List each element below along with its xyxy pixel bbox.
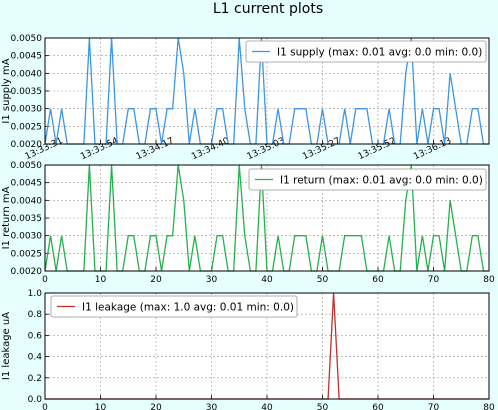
return-x-tick-label: 40 [261,275,273,285]
return-y-tick-label: 0.0025 [11,249,43,259]
leakage-x-tick-label: 50 [317,403,329,410]
return-y-tick-label: 0.0030 [11,232,43,242]
return-legend-label: I1 return (max: 0.01 avg: 0.0 min: 0.0) [280,175,483,187]
leakage-axes-frame [44,292,490,400]
leakage-x-tick-label: 60 [372,403,384,410]
return-axes-frame [44,164,490,272]
leakage-y-tick-label: 0.8 [28,310,43,320]
plot-return: 0.0020 0.0025 0.0030 0.0035 0.0040 0.0045 0.00… [1,161,495,285]
supply-legend-label: I1 supply (max: 0.01 avg: 0.0 min: 0.0) [277,47,482,59]
supply-axes-frame [44,37,490,145]
return-x-tick-label: 30 [206,275,218,285]
supply-y-axis-label: I1 supply mA [1,58,12,123]
leakage-x-tick-label: 30 [206,403,218,410]
leakage-y-axis-label: I1 leakage uA [1,312,12,380]
supply-y-tick-label: 0.0045 [11,52,43,62]
return-y-tick-label: 0.0045 [11,179,43,189]
plot-supply: 0.0020 0.0025 0.0030 0.0035 0.0040 0.0045 0.00… [1,34,490,162]
leakage-x-tick-label: 20 [150,403,162,410]
return-x-tick-label: 70 [428,275,440,285]
leakage-y-tick-label: 1.0 [28,289,43,299]
supply-y-tick-label: 0.0020 [11,140,43,150]
leakage-legend-box [50,295,298,318]
leakage-y-tick-label: 0.6 [28,331,43,341]
figure-title: L1 current plots [213,1,323,17]
leakage-y-tick-label: 0.0 [28,395,43,405]
supply-y-tick-label: 0.0025 [11,122,43,132]
leakage-x-tick-label: 80 [483,403,495,410]
leakage-x-tick-label: 70 [428,403,440,410]
return-y-tick-label: 0.0050 [11,161,43,171]
return-x-tick-label: 60 [372,275,384,285]
supply-y-tick-label: 0.0050 [11,34,43,44]
leakage-x-tick-label: 0 [42,403,48,410]
return-y-tick-label: 0.0020 [11,267,43,277]
supply-legend-box [245,40,487,63]
plot-leakage: 0.0 0.2 0.4 0.6 0.8 1.0 0 10 20 30 40 50 60 70 80 I1 le… [1,289,495,410]
supply-y-tick-label: 0.0040 [11,69,43,79]
supply-y-tick-label: 0.0030 [11,105,43,115]
return-y-axis-label: I1 return mA [1,186,12,249]
return-x-tick-label: 20 [150,275,162,285]
return-x-tick-label: 10 [95,275,107,285]
return-x-tick-label: 50 [317,275,329,285]
leakage-x-tick-label: 10 [95,403,107,410]
leakage-x-tick-label: 40 [261,403,273,410]
leakage-y-tick-label: 0.4 [28,353,43,363]
return-x-tick-label: 80 [483,275,495,285]
leakage-y-tick-label: 0.2 [28,374,42,384]
return-y-tick-label: 0.0035 [11,214,43,224]
leakage-legend-label: I1 leakage (max: 1.0 avg: 0.01 min: 0.0) [82,302,294,314]
return-y-tick-label: 0.0040 [11,196,43,206]
return-legend-box [248,168,487,191]
return-x-tick-label: 0 [42,275,48,285]
supply-y-tick-label: 0.0035 [11,87,43,97]
